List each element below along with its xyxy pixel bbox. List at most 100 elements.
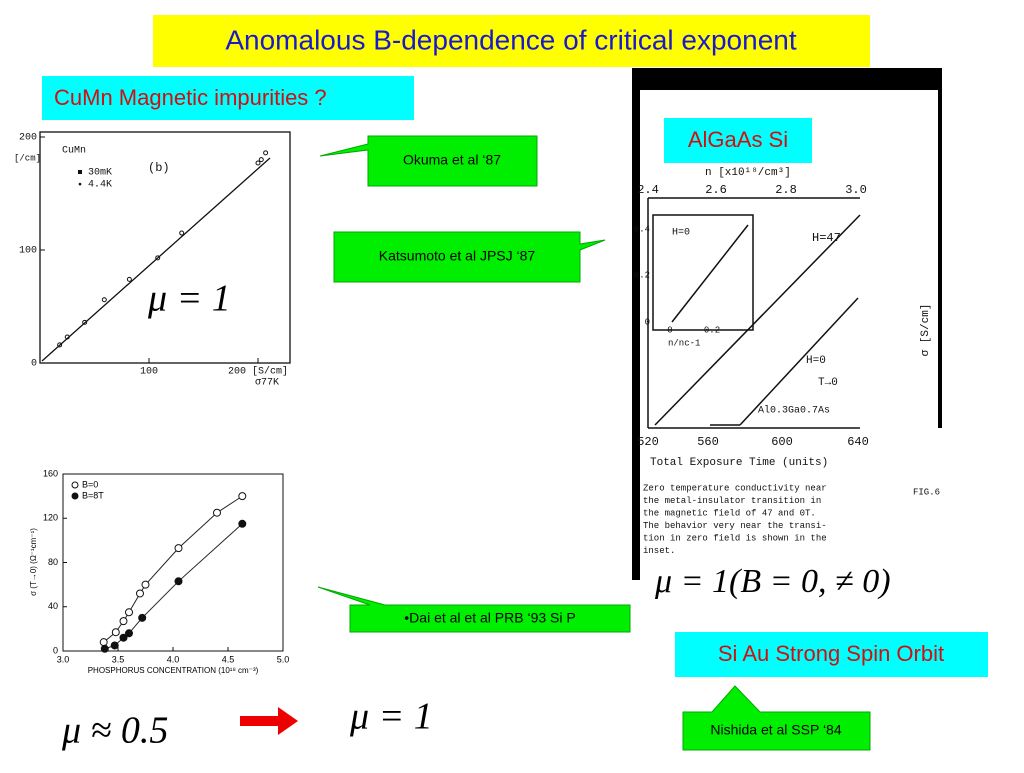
point bbox=[138, 613, 147, 622]
point bbox=[119, 633, 128, 642]
plot-text: σ [S/cm] bbox=[920, 304, 932, 357]
formula: μ ≈ 0.5 bbox=[61, 710, 168, 752]
plot-text: PHOSPHORUS CONCENTRATION (10¹⁸ cm⁻³) bbox=[88, 666, 259, 675]
point bbox=[64, 334, 70, 340]
plot-text: Total Exposure Time (units) bbox=[650, 457, 828, 469]
plot-text: σ77K bbox=[255, 378, 279, 389]
plot-text: inset. bbox=[643, 546, 675, 556]
point bbox=[238, 492, 247, 501]
point bbox=[141, 580, 150, 589]
point bbox=[119, 617, 128, 626]
point bbox=[99, 638, 108, 647]
plot-text: 0 bbox=[31, 359, 37, 370]
callout bbox=[682, 685, 871, 751]
point bbox=[110, 641, 119, 650]
legend-marker bbox=[78, 170, 82, 174]
plot-text: 0.2 bbox=[704, 325, 720, 335]
plot-text: 560 bbox=[697, 435, 719, 449]
plot-text: 4.5 bbox=[222, 654, 235, 664]
point bbox=[125, 608, 133, 617]
point bbox=[136, 589, 144, 598]
plot-text: 640 bbox=[847, 435, 869, 449]
legend-marker bbox=[71, 481, 79, 489]
label: Si Au Strong Spin Orbit bbox=[718, 641, 944, 666]
plot-text: 2.6 bbox=[705, 183, 727, 197]
arrow bbox=[240, 707, 298, 735]
callout-text: Okuma et al ‘87 bbox=[403, 152, 501, 168]
callout-text: •Dai et al et al PRB ‘93 Si P bbox=[404, 610, 575, 626]
plot-text: 100 bbox=[19, 246, 37, 257]
scan-edge bbox=[938, 68, 942, 428]
plot-text: 100 bbox=[140, 367, 158, 378]
plot-text: B=0 bbox=[82, 479, 98, 489]
point bbox=[238, 519, 247, 528]
plot-text: 2.8 bbox=[775, 183, 797, 197]
dai-frame bbox=[62, 473, 284, 652]
formula: μ = 1 bbox=[349, 696, 433, 738]
point bbox=[100, 644, 109, 653]
plot-text: Zero temperature conductivity near bbox=[643, 483, 827, 493]
point bbox=[258, 157, 264, 163]
plot-text: tion in zero field is shown in the bbox=[643, 533, 827, 543]
plot-text: 0 bbox=[645, 317, 650, 327]
label: CuMn Magnetic impurities ? bbox=[54, 85, 327, 110]
plot-text: 200 bbox=[19, 133, 37, 144]
plot-text: 4.0 bbox=[167, 654, 180, 664]
plot-text: 0.4 bbox=[634, 224, 650, 234]
plot-text: 0.2 bbox=[634, 270, 650, 280]
plot-text: H=47 bbox=[812, 231, 841, 245]
plot-text: n/nc-1 bbox=[668, 338, 700, 348]
plot-text: the metal-insulator transition in bbox=[643, 496, 821, 506]
plot-text: 0 bbox=[667, 325, 672, 335]
plot-text: 5.0 bbox=[277, 654, 290, 664]
title-box bbox=[153, 15, 870, 67]
plot-text: 0 bbox=[53, 645, 58, 655]
callout-text: Nishida et al SSP ‘84 bbox=[710, 722, 841, 738]
plot-text: FIG.6 bbox=[913, 487, 940, 497]
curve bbox=[104, 523, 243, 650]
callout bbox=[333, 231, 606, 283]
label-box bbox=[664, 118, 812, 163]
plot-text: 3.0 bbox=[57, 654, 70, 664]
algaas-frame bbox=[647, 197, 861, 429]
legend-marker bbox=[71, 492, 79, 500]
plot-text: 520 bbox=[637, 435, 659, 449]
point bbox=[174, 577, 183, 586]
formula: μ = 1 bbox=[147, 278, 231, 320]
plot-text: 3.5 bbox=[112, 654, 125, 664]
plot-text: 30mK bbox=[88, 168, 112, 179]
plot-text: 120 bbox=[43, 513, 58, 523]
point bbox=[82, 319, 88, 325]
title: Anomalous B-dependence of critical expon… bbox=[225, 24, 796, 55]
label-box bbox=[675, 632, 988, 677]
scan-edge bbox=[632, 68, 640, 580]
label: AlGaAs Si bbox=[688, 127, 788, 152]
plot-text: (b) bbox=[148, 161, 170, 175]
legend-marker: • bbox=[77, 181, 83, 192]
plot-text: Al0.3Ga0.7As bbox=[758, 405, 830, 417]
plot-text: T→0 bbox=[818, 377, 838, 389]
point bbox=[101, 297, 107, 303]
plot-text: 200 [S/cm] bbox=[228, 366, 288, 378]
plot-text: n [x10¹⁸/cm³] bbox=[705, 167, 791, 179]
plot-text: the magnetic field of 47 and 0T. bbox=[643, 508, 816, 518]
point bbox=[174, 544, 183, 553]
point bbox=[155, 255, 161, 261]
plot-text: 160 bbox=[43, 468, 58, 478]
plot-text: 3.0 bbox=[845, 183, 867, 197]
scan-edge bbox=[632, 68, 942, 90]
plot-text: σ (T→0) (Ω⁻¹cm⁻¹) bbox=[29, 528, 38, 596]
point bbox=[179, 230, 185, 236]
plot-text: 600 bbox=[771, 435, 793, 449]
callout bbox=[319, 135, 538, 187]
plot-text: B=8T bbox=[82, 490, 104, 500]
point bbox=[111, 628, 120, 637]
callout-text: Katsumoto et al JPSJ ‘87 bbox=[379, 248, 536, 264]
point bbox=[255, 160, 261, 166]
plot-text: 80 bbox=[48, 557, 58, 567]
point bbox=[263, 150, 269, 156]
point bbox=[126, 276, 132, 282]
plot-text: 2.4 bbox=[637, 183, 659, 197]
